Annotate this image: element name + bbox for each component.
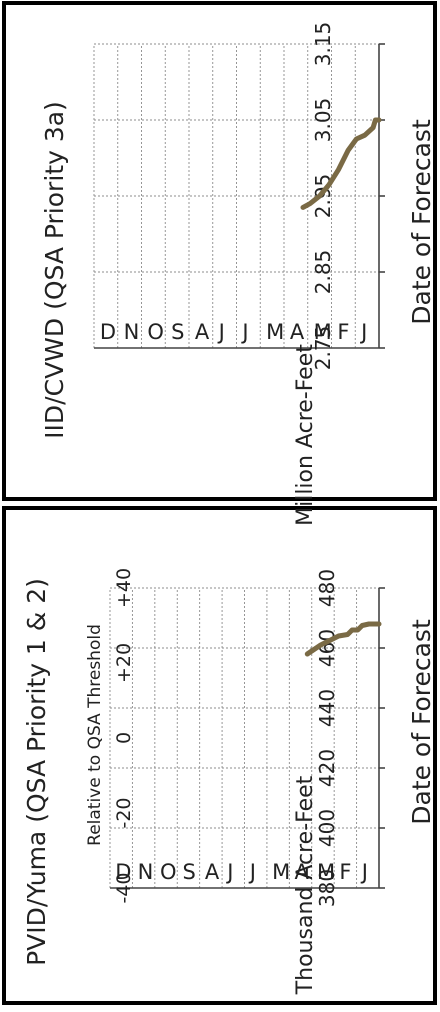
iid-series-line xyxy=(300,117,382,210)
pvid-month-label: J xyxy=(225,860,233,884)
iid-series xyxy=(300,117,382,210)
iid-x-axis-title: Date of Forecast xyxy=(407,119,436,325)
pvid-relative-tick-label: -20 xyxy=(113,797,135,828)
iid-month-label: A xyxy=(195,320,210,344)
iid-month-label: A xyxy=(290,320,305,344)
pvid-month-label: M xyxy=(317,860,335,884)
pvid-chart-title: PVID/Yuma (QSA Priority 1 & 2) xyxy=(22,578,51,966)
iid-month-label: S xyxy=(171,320,184,344)
pvid-panel-border xyxy=(2,506,437,1005)
pvid-y-tick-label: 480 xyxy=(315,569,339,607)
pvid-series xyxy=(304,621,382,657)
pvid-month-label: F xyxy=(339,860,351,884)
iid-month-label: M xyxy=(266,320,284,344)
iid-month-label: J xyxy=(217,320,225,344)
pvid-month-label: M xyxy=(272,860,290,884)
pvid-y-axis-title: Thousand Acre-Feet xyxy=(293,775,318,995)
iid-y-tick-label: 2.85 xyxy=(311,250,335,295)
iid-y-tick-label: 3.05 xyxy=(311,98,335,143)
pvid-month-label: N xyxy=(138,860,154,884)
iid-month-label: O xyxy=(147,320,164,344)
pvid-relative-axis-title: Relative to QSA Threshold xyxy=(85,624,105,846)
iid-month-label: F xyxy=(337,320,349,344)
pvid-series-line xyxy=(304,621,382,657)
iid-panel-border xyxy=(2,1,437,501)
pvid-y-tick-label: 400 xyxy=(315,809,339,847)
iid-month-label: D xyxy=(100,320,116,344)
pvid-month-label: A xyxy=(205,860,220,884)
iid-y-axis-title: Million Acre-Feet xyxy=(293,344,318,526)
pvid-month-label: J xyxy=(248,860,256,884)
pvid-month-label: S xyxy=(182,860,195,884)
iid-y-tick-label: 2.75 xyxy=(311,326,335,371)
pvid-month-label: O xyxy=(160,860,177,884)
pvid-x-axis-title: Date of Forecast xyxy=(407,619,436,825)
pvid-axes xyxy=(110,587,385,889)
pvid-month-label: J xyxy=(360,860,368,884)
pvid-relative-tick-label: -40 xyxy=(113,872,135,903)
pvid-y-tick-label: 380 xyxy=(315,869,339,907)
pvid-relative-tick-labels: +40 +20 0 -20 -40 xyxy=(113,568,135,904)
iid-month-label: J xyxy=(240,320,248,344)
pvid-relative-tick-label: 0 xyxy=(113,732,135,744)
pvid-relative-tick-label: +40 xyxy=(113,568,135,608)
iid-axes xyxy=(94,43,385,349)
iid-month-label: M xyxy=(314,320,332,344)
iid-grid xyxy=(93,43,379,348)
pvid-y-tick-label: 440 xyxy=(315,689,339,727)
iid-month-label: N xyxy=(124,320,140,344)
pvid-month-label: D xyxy=(115,860,131,884)
iid-chart-title: IID/CVWD (QSA Priority 3a) xyxy=(40,101,69,439)
pvid-relative-tick-label: +20 xyxy=(113,643,135,683)
iid-month-label: J xyxy=(359,320,367,344)
pvid-y-tick-label: 420 xyxy=(315,749,339,787)
pvid-month-label: A xyxy=(295,860,310,884)
iid-y-tick-label: 3.15 xyxy=(311,22,335,67)
